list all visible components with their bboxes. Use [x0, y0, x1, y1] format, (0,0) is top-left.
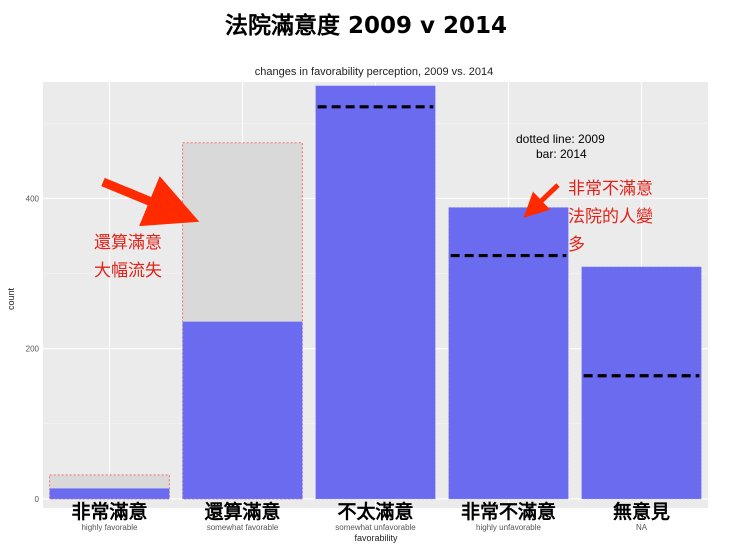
bars-2014 — [49, 85, 702, 500]
chinese-category-labels: 非常滿意 還算滿意 不太滿意 非常不滿意 無意見 — [71, 500, 670, 523]
annotation-arrow-left — [101, 176, 200, 227]
x-tick-label: highly favorable — [81, 523, 138, 532]
y-tick-label: 0 — [35, 495, 40, 504]
x-tick-label: somewhat favorable — [207, 523, 279, 532]
bar-2014-3 — [315, 85, 436, 500]
y-axis-title: count — [6, 287, 16, 310]
x-axis-title: favorability — [354, 533, 398, 543]
x-tick-label: somewhat unfavorable — [335, 523, 416, 532]
category-label-zh: 非常滿意 — [71, 500, 147, 523]
annotation-arrow-right — [523, 183, 560, 218]
bar-2014-1 — [49, 488, 170, 500]
category-label-zh: 非常不滿意 — [461, 500, 556, 523]
annotation-right-line1: 非常不滿意 — [568, 179, 653, 199]
y-tick-label: 400 — [26, 194, 40, 203]
x-tick-label: NA — [636, 523, 648, 532]
bar-2014-5 — [581, 266, 702, 500]
plot-title: changes in favorability perception, 2009… — [255, 66, 494, 78]
x-tick-labels: highly favorable somewhat favorable somewh… — [81, 523, 647, 532]
bar-2014-2 — [182, 321, 303, 500]
slide-title: 法院滿意度 2009 v 2014 — [224, 13, 508, 39]
annotation-left-line2: 大幅流失 — [94, 261, 162, 281]
legend-note-2009: dotted line: 2009 — [516, 132, 605, 146]
y-tick-label: 200 — [26, 345, 40, 354]
x-tick-label: highly unfavorable — [476, 523, 541, 532]
annotation-right-line2: 法院的人變 — [568, 207, 653, 227]
bar-2014-4 — [448, 207, 569, 500]
annotation-left-line1: 還算滿意 — [94, 233, 162, 253]
dashed-lines-2009 — [317, 105, 700, 378]
y-tick-labels: 0 200 400 — [26, 194, 40, 504]
annotation-right-line3: 多 — [568, 235, 585, 255]
category-label-zh: 不太滿意 — [337, 500, 413, 523]
category-label-zh: 無意見 — [613, 500, 670, 523]
category-label-zh: 還算滿意 — [204, 500, 280, 523]
legend-note-2014: bar: 2014 — [536, 147, 587, 161]
